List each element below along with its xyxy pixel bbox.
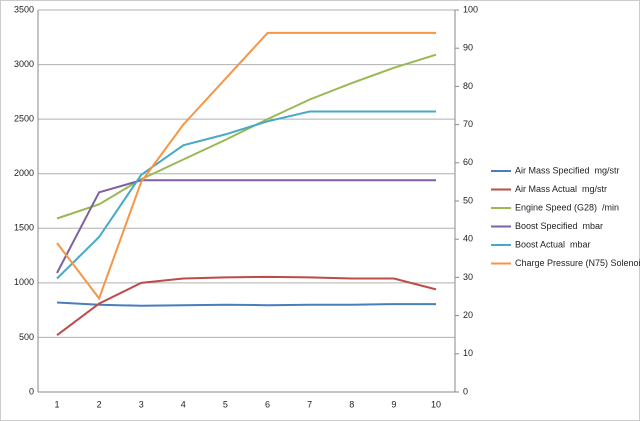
x-tick-label: 9 — [391, 399, 396, 409]
x-tick-label: 5 — [223, 399, 228, 409]
series-line — [56, 275, 437, 336]
legend-label: Engine Speed (G28) /min — [515, 202, 619, 212]
y2-tick-label: 10 — [463, 348, 473, 358]
y-tick-label: 0 — [29, 386, 34, 396]
y2-tick-label: 80 — [463, 81, 473, 91]
x-tick-label: 1 — [54, 399, 59, 409]
y-tick-label: 3000 — [14, 59, 34, 69]
y2-tick-label: 100 — [463, 4, 478, 14]
y-tick-label: 1500 — [14, 223, 34, 233]
x-tick-label: 8 — [349, 399, 354, 409]
y2-tick-label: 40 — [463, 234, 473, 244]
y-tick-label: 2500 — [14, 114, 34, 124]
y-tick-label: 500 — [19, 332, 34, 342]
x-tick-label: 4 — [181, 399, 186, 409]
x-tick-label: 3 — [139, 399, 144, 409]
y2-tick-label: 20 — [463, 310, 473, 320]
legend-label: Boost Specified mbar — [515, 221, 603, 231]
legend-label: Charge Pressure (N75) Solenoid % — [515, 258, 640, 268]
legend-label: Air Mass Actual mg/str — [515, 184, 607, 194]
y-tick-label: 1000 — [14, 277, 34, 287]
legend-label: Boost Actual mbar — [515, 239, 591, 249]
x-tick-label: 6 — [265, 399, 270, 409]
y2-tick-label: 70 — [463, 119, 473, 129]
y-tick-label: 2000 — [14, 168, 34, 178]
y2-tick-label: 0 — [463, 386, 468, 396]
y-tick-label: 3500 — [14, 4, 34, 14]
series-line — [56, 110, 436, 280]
y2-tick-label: 90 — [463, 43, 473, 53]
series-line — [56, 301, 436, 307]
legend-label: Air Mass Specified mg/str — [515, 165, 620, 175]
series-line — [56, 31, 436, 301]
x-tick-label: 2 — [97, 399, 102, 409]
y2-tick-label: 30 — [463, 272, 473, 282]
x-tick-label: 7 — [307, 399, 312, 409]
series-line — [56, 179, 436, 274]
x-tick-label: 10 — [431, 399, 441, 409]
series-line — [56, 53, 437, 220]
y2-tick-label: 50 — [463, 195, 473, 205]
y2-tick-label: 60 — [463, 157, 473, 167]
